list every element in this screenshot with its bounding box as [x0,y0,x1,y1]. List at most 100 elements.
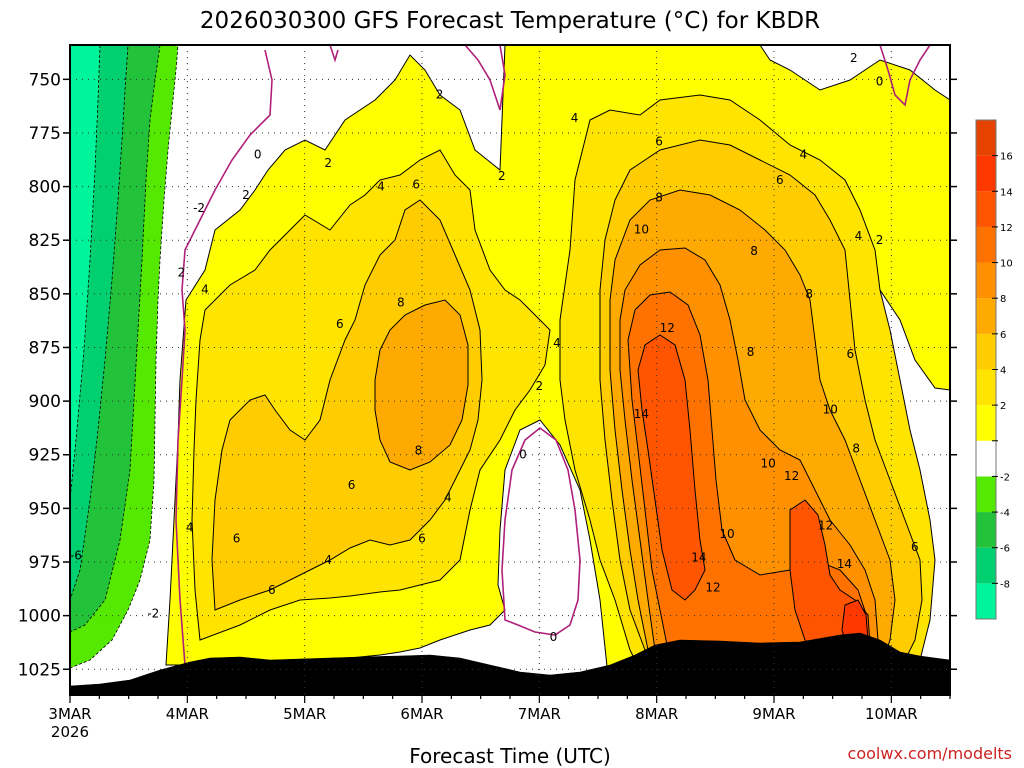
colorbar-swatch [976,298,996,334]
colorbar-label: 14 [1000,187,1013,198]
zero-degree-contour-2 [464,45,506,111]
colorbar-swatch [976,512,996,548]
contour-label: 8 [747,345,755,359]
contour-label: 10 [760,456,775,470]
contour-label: 2 [850,51,858,65]
gridlines [70,45,950,695]
zero-degree-contour-3 [329,45,339,63]
contour-label: 4 [201,283,209,297]
contour-label: -2 [147,606,159,620]
contour-label: 0 [519,448,527,462]
contour-label: 6 [268,583,276,597]
contour-label: 8 [415,443,423,457]
colorbar-label: 6 [1000,330,1006,341]
contour-label: 0 [876,74,884,88]
colorbar-swatch [976,191,996,227]
contour-label: 2 [242,188,250,202]
contour-label: 10 [634,222,649,236]
x-tick-label: 3MAR [48,705,91,723]
contour-label: 4 [444,491,452,505]
colorbar-swatch [976,476,996,513]
x-tick-label: 9MAR [752,705,795,723]
contour-label: 10 [719,527,734,541]
contour-label: 6 [233,531,241,545]
y-tick-label: 800 [29,178,61,198]
colorbar-swatch [976,405,996,441]
zero-degree-contour-5 [879,45,931,107]
contour-label: 2 [498,169,506,183]
contour-label: 6 [846,347,854,361]
contour-label: 12 [784,469,799,483]
band-minus8 [70,45,101,501]
contour-label: 4 [800,147,808,161]
colorbar-label: 12 [1000,223,1013,234]
contour-label: 8 [805,287,813,301]
colorbar-swatch [976,155,996,192]
band-14 [637,334,871,671]
contour-label: 14 [691,551,706,565]
contour-label: 8 [750,244,758,258]
x-axis-label: Forecast Time (UTC) [409,744,611,768]
x-tick-label: 6MAR [400,705,443,723]
colorbar-label: 4 [1000,366,1006,377]
contour-label: 14 [634,407,649,421]
y-tick-label: 950 [29,499,61,519]
contour-label: 2 [536,379,544,393]
contour-label: 4 [186,521,194,535]
contour-label: 8 [852,441,860,455]
y-tick-label: 900 [29,392,61,412]
zero-degree-contour [175,49,273,666]
colorbar-label: 2 [1000,401,1006,412]
contour-label: 4 [553,336,561,350]
contour-label: 0 [254,147,262,161]
y-tick-label: 825 [29,231,61,251]
contour-label: 8 [655,190,663,204]
colorbar-label: -2 [1000,472,1010,483]
colorbar-label: -4 [1000,508,1010,519]
y-tick-label: 750 [29,70,61,90]
contour-label: 2 [436,87,444,101]
colorbar-swatch [976,547,996,584]
colorbar-swatch [976,440,996,477]
x-tick-label: 5MAR [283,705,326,723]
zero-degree-contour-4 [501,426,581,636]
y-tick-label: 975 [29,553,61,573]
y-tick-label: 1025 [18,660,61,680]
x-tick-sublabel: 2026 [51,723,89,741]
contour-label: 6 [412,177,420,191]
y-tick-label: 925 [29,446,61,466]
contour-label: 2 [876,233,884,247]
x-tick-label: 4MAR [166,705,209,723]
contour-label: 10 [823,403,838,417]
contour-label: -2 [193,201,205,215]
y-tick-label: 1000 [18,607,61,627]
contour-label: 6 [911,540,919,554]
colorbar-label: 8 [1000,294,1006,305]
credit-link[interactable]: coolwx.com/modelts [848,744,1012,763]
colorbar-legend: -8 -6 -4 -2 2 4 6 8 10 12 14 16 [975,119,1013,620]
contour-label: 4 [855,229,863,243]
contour-label: 2 [324,156,332,170]
colorbar-label: -8 [1000,579,1010,590]
colorbar-swatch [976,583,996,619]
y-tick-label: 775 [29,124,61,144]
x-tick-label: 10MAR [865,705,918,723]
y-tick-label: 875 [29,338,61,358]
colorbar-swatch [976,333,996,370]
chart-title: 2026030300 GFS Forecast Temperature (°C)… [200,8,820,34]
contour-label: 12 [660,321,675,335]
contour-label: 6 [655,135,663,149]
contour-label: 0 [550,630,558,644]
colorbar-label: 10 [1000,259,1013,270]
contour-label: 6 [776,173,784,187]
contour-label: -6 [70,549,82,563]
colorbar-label: -6 [1000,544,1010,555]
contour-label: 6 [418,531,426,545]
contour-label: 6 [336,317,344,331]
contour-label: 6 [348,478,356,492]
contour-label: 12 [818,519,833,533]
